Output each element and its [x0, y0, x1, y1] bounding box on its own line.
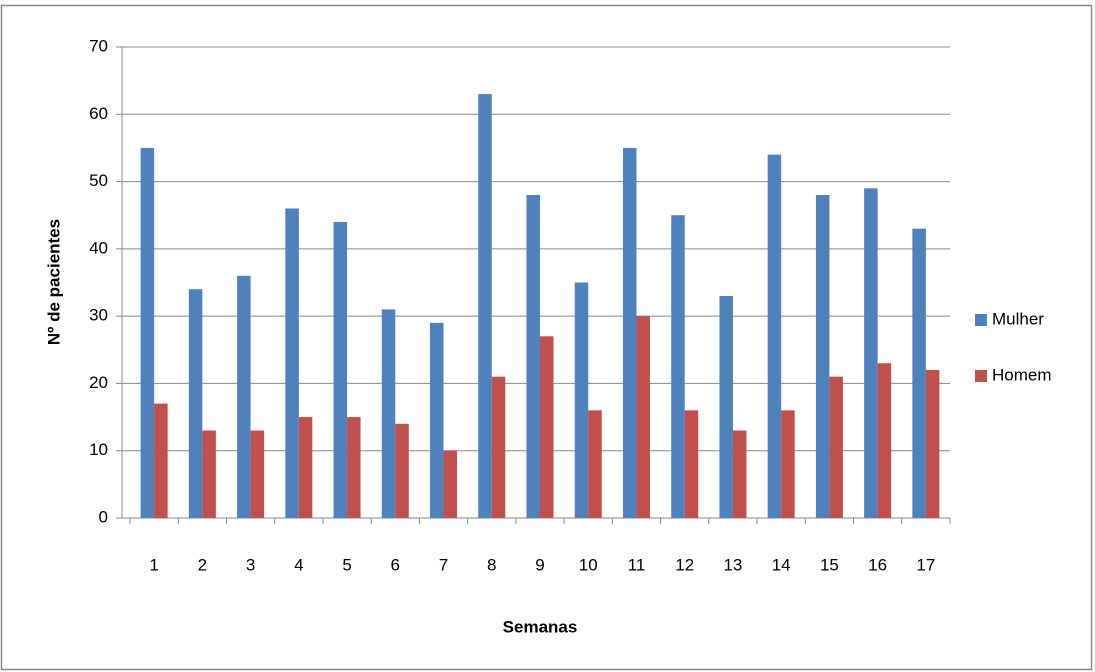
bar: [622, 147, 637, 518]
bar: [864, 188, 878, 519]
bar: [732, 430, 747, 518]
bar: [767, 154, 782, 518]
x-tick-label: 8: [487, 555, 496, 574]
bar: [285, 208, 299, 518]
x-tick-label: 5: [342, 555, 351, 574]
bar: [202, 430, 216, 518]
x-tick-label: 16: [868, 555, 887, 574]
bar: [684, 410, 699, 518]
bar: [719, 295, 733, 518]
bar: [540, 336, 554, 518]
bar: [188, 289, 203, 518]
x-tick-label: 14: [772, 555, 791, 574]
bar: [815, 195, 830, 518]
bar: [250, 430, 265, 518]
y-tick-label: 60: [89, 104, 108, 123]
bar: [154, 403, 168, 518]
y-tick-label: 40: [89, 238, 108, 257]
bar: [588, 410, 602, 518]
x-tick-label: 4: [294, 555, 303, 574]
bar: [478, 94, 492, 518]
bar: [526, 195, 540, 518]
bar: [636, 316, 650, 518]
x-tick-label: 9: [535, 555, 544, 574]
y-tick-label: 30: [89, 306, 108, 325]
bar: [671, 215, 685, 518]
bar: [491, 376, 506, 518]
x-tick-label: 15: [820, 555, 839, 574]
x-axis-label: Semanas: [503, 617, 578, 636]
bar: [877, 363, 892, 518]
bar: [140, 147, 155, 518]
bar: [333, 221, 348, 518]
x-tick-label: 7: [439, 555, 448, 574]
x-tick-label: 1: [149, 555, 158, 574]
legend-swatch: [975, 370, 987, 382]
x-tick-label: 10: [579, 555, 598, 574]
y-tick-label: 50: [89, 171, 108, 190]
x-tick-label: 3: [246, 555, 255, 574]
legend-label: Homem: [992, 365, 1052, 384]
legend-swatch: [975, 314, 987, 326]
bar: [925, 369, 940, 518]
bar: [381, 309, 396, 518]
bar: [443, 450, 458, 518]
bar: [430, 322, 444, 518]
x-tick-label: 17: [916, 555, 935, 574]
x-tick-label: 2: [198, 555, 207, 574]
x-tick-label: 6: [391, 555, 400, 574]
y-tick-label: 70: [89, 36, 108, 55]
bar: [574, 282, 589, 518]
bar: [781, 410, 795, 518]
y-axis-label: Nº de pacientes: [44, 219, 63, 345]
bar: [912, 228, 926, 518]
y-tick-label: 10: [89, 440, 108, 459]
bar: [829, 376, 843, 518]
y-tick-label: 20: [89, 373, 108, 392]
bar: [298, 417, 313, 518]
bar: [347, 417, 361, 518]
bar: [395, 423, 409, 518]
legend-label: Mulher: [992, 309, 1044, 328]
y-tick-label: 0: [99, 507, 108, 526]
x-tick-label: 11: [628, 555, 646, 574]
bar: [237, 275, 251, 518]
x-tick-label: 12: [675, 555, 694, 574]
x-tick-label: 13: [723, 555, 742, 574]
